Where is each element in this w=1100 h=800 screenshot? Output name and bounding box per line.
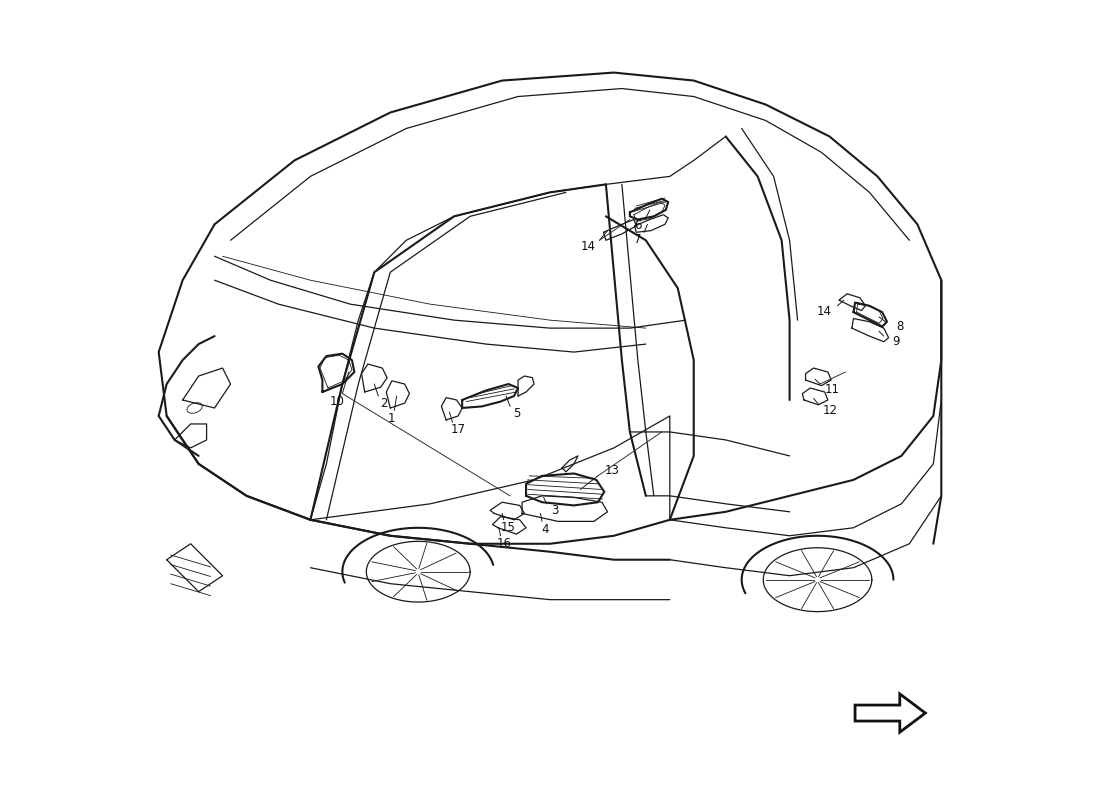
- Text: 14: 14: [581, 240, 596, 253]
- Text: 9: 9: [892, 335, 900, 348]
- Text: 13: 13: [604, 465, 619, 478]
- Text: 4: 4: [541, 522, 549, 536]
- Text: 15: 15: [500, 521, 516, 534]
- Text: 10: 10: [330, 394, 344, 408]
- Text: 11: 11: [825, 383, 840, 396]
- Text: 16: 16: [496, 537, 512, 550]
- Text: 7: 7: [634, 234, 641, 246]
- Text: 17: 17: [450, 423, 465, 437]
- Text: 1: 1: [387, 412, 395, 425]
- Text: 12: 12: [823, 403, 837, 417]
- Text: 14: 14: [817, 305, 832, 318]
- Text: 5: 5: [513, 407, 520, 420]
- Text: 3: 3: [551, 505, 559, 518]
- Text: 6: 6: [635, 218, 641, 231]
- Text: 2: 2: [381, 397, 387, 410]
- Text: 8: 8: [895, 320, 903, 333]
